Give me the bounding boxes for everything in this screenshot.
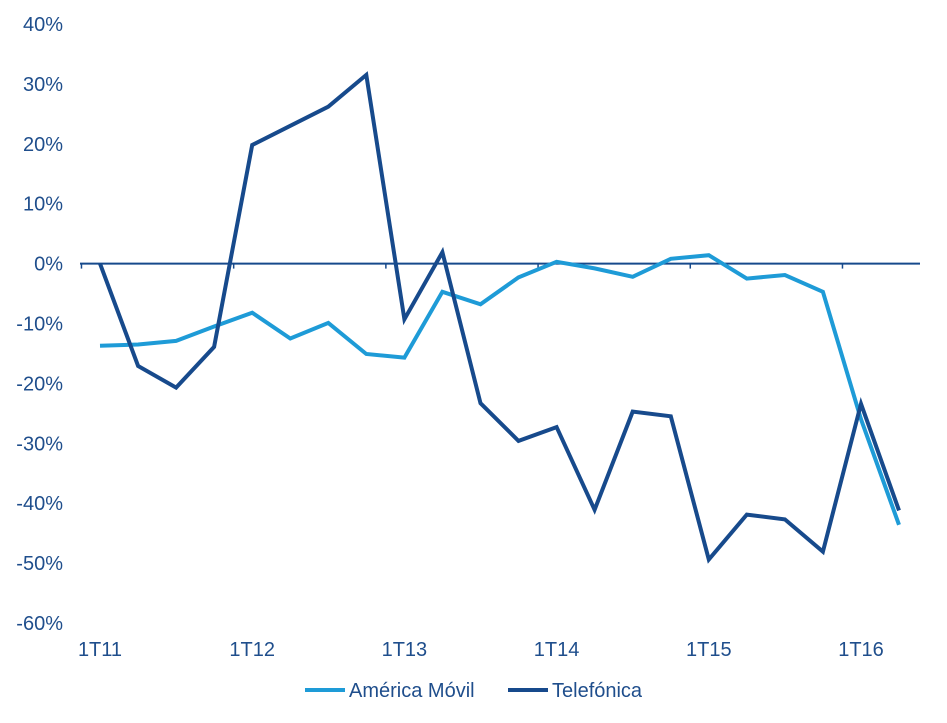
data-point [174, 339, 178, 343]
data-point [821, 290, 825, 294]
y-tick-label: -60% [16, 613, 63, 635]
y-tick-label: -30% [16, 433, 63, 455]
data-point [98, 262, 102, 266]
data-point [402, 317, 406, 321]
data-point [745, 513, 749, 517]
y-axis-ticks: 40% 30% 20% 10% 0% -10% -20% -30% -40% -50% -60% [16, 14, 63, 635]
data-point [402, 356, 406, 360]
x-tick-label: 1T11 [78, 639, 122, 661]
data-point [555, 425, 559, 429]
data-point [517, 439, 521, 443]
legend-label: América Móvil [349, 680, 475, 702]
data-point [707, 558, 711, 562]
data-point [555, 260, 559, 264]
x-tick-label: 1T13 [382, 639, 428, 661]
data-point [631, 275, 635, 279]
data-point [250, 311, 254, 315]
data-point [707, 253, 711, 257]
y-tick-label: 30% [23, 74, 63, 96]
data-point [593, 266, 597, 270]
data-point [98, 344, 102, 348]
series-lines [98, 71, 901, 564]
data-point [364, 352, 368, 356]
data-point [783, 273, 787, 277]
data-point [897, 508, 901, 512]
y-tick-label: -50% [16, 553, 63, 575]
y-tick-label: -40% [16, 493, 63, 515]
data-point [136, 342, 140, 346]
data-point [745, 277, 749, 281]
data-point [174, 386, 178, 390]
data-point [479, 401, 483, 405]
data-point [821, 550, 825, 554]
x-tick-label: 1T14 [534, 639, 580, 661]
data-point [212, 345, 216, 349]
data-point [859, 402, 863, 406]
data-point [669, 257, 673, 261]
y-tick-label: -10% [16, 314, 63, 336]
x-tick-label: 1T16 [838, 639, 884, 661]
x-axis: 1T11 1T12 1T13 1T14 1T15 1T16 [78, 262, 920, 661]
data-point [288, 124, 292, 128]
data-point [593, 508, 597, 512]
data-point [250, 143, 254, 147]
data-point [364, 73, 368, 77]
data-point [326, 321, 330, 325]
data-point [440, 250, 444, 254]
data-point [479, 302, 483, 306]
data-point [859, 417, 863, 421]
data-point [326, 105, 330, 109]
data-point [631, 410, 635, 414]
data-point [517, 275, 521, 279]
legend-label: Telefónica [552, 680, 643, 702]
series-line-america-movil [99, 253, 901, 526]
data-point [669, 414, 673, 418]
y-tick-label: 0% [34, 254, 63, 276]
data-point [897, 523, 901, 527]
data-point [440, 290, 444, 294]
x-tick-label: 1T15 [686, 639, 732, 661]
y-tick-label: 10% [23, 194, 63, 216]
data-point [212, 324, 216, 328]
data-point [783, 517, 787, 521]
y-tick-label: 20% [23, 134, 63, 156]
y-tick-label: -20% [16, 373, 63, 395]
data-point [136, 364, 140, 368]
y-tick-label: 40% [23, 14, 63, 36]
data-point [288, 336, 292, 340]
legend: América Móvil Telefónica [305, 680, 643, 702]
x-tick-label: 1T12 [229, 639, 275, 661]
series-line-telefonica [98, 71, 901, 564]
